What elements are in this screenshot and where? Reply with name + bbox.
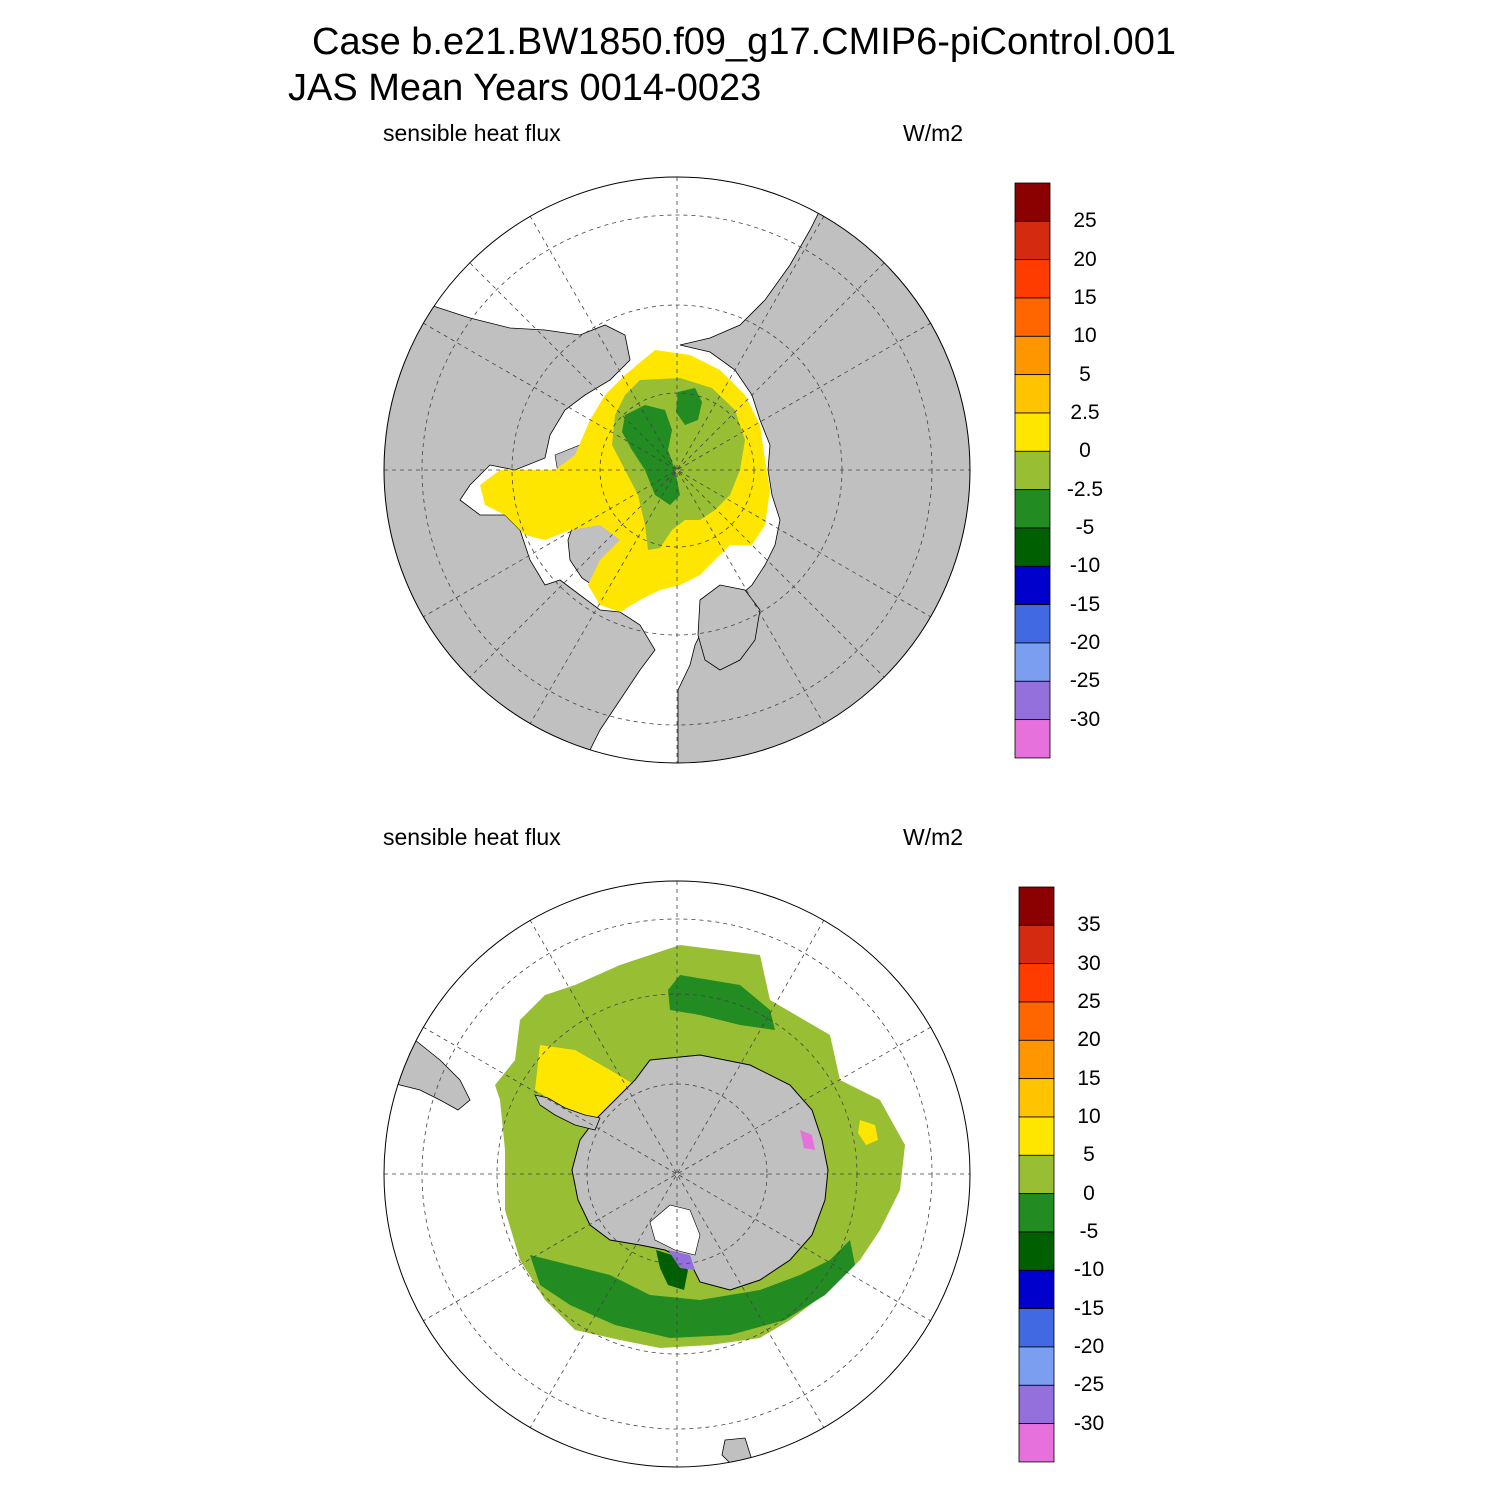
north-variable-label: sensible heat flux (383, 120, 561, 146)
north-graticule (384, 177, 970, 763)
north-colorbar-tick-label: -25 (1069, 669, 1101, 693)
south-polar-map (383, 880, 971, 1468)
south-colorbar-swatch-7 (1018, 1154, 1055, 1195)
north-colorbar-tick-label: -2.5 (1066, 477, 1104, 501)
south-colorbar-tick-label: -30 (1073, 1411, 1105, 1435)
south-colorbar-swatch-12 (1018, 1346, 1055, 1386)
south-coastal-flux-neg30 (800, 1130, 815, 1150)
north-colorbar-tick-label: 0 (1079, 439, 1091, 463)
south-landmass-antarctica (571, 1054, 829, 1291)
north-colorbar-tick-label: -5 (1075, 515, 1095, 539)
north-colorbar-swatch-13 (1014, 680, 1051, 721)
north-colorbar-swatch-2 (1014, 259, 1051, 299)
south-colorbar-swatch-0 (1018, 886, 1055, 926)
north-colorbar-swatch-14 (1014, 719, 1051, 759)
south-colorbar-tick-label: 30 (1077, 951, 1101, 975)
north-colorbar-tick-label: 20 (1073, 247, 1097, 271)
south-colorbar-swatch-9 (1018, 1231, 1055, 1271)
north-colorbar-swatch-4 (1014, 335, 1051, 376)
south-flux-band-5-to-10 (535, 1045, 635, 1120)
north-colorbar-swatch-8 (1014, 489, 1051, 529)
south-units-label: W/m2 (903, 824, 964, 850)
north-colorbar-tick-label: -15 (1069, 592, 1101, 616)
north-colorbar-swatch-9 (1014, 527, 1051, 567)
north-flux-patch-neg5-to-neg2.5 (676, 388, 702, 425)
south-colorbar-swatch-3 (1018, 1001, 1055, 1041)
north-colorbar-swatch-10 (1014, 565, 1051, 606)
south-graticule (384, 881, 970, 1467)
south-flux-patch-neg5-to-0 (668, 975, 775, 1030)
south-flux-band-neg5-to-0 (530, 1240, 855, 1338)
north-colorbar-tick-label: 25 (1073, 209, 1097, 233)
north-colorbar-swatch-3 (1014, 297, 1051, 337)
north-colorbar-tick-label: 2.5 (1070, 400, 1100, 424)
south-colorbar-swatch-11 (1018, 1308, 1055, 1348)
north-colorbar-swatch-5 (1014, 374, 1051, 414)
north-colorbar-tick-label: 5 (1079, 362, 1091, 386)
north-colorbar-tick-label: 10 (1073, 324, 1097, 348)
south-colorbar-tick-label: 20 (1077, 1028, 1101, 1052)
south-colorbar-tick-label: -5 (1079, 1219, 1099, 1243)
north-colorbar-tick-label: -30 (1069, 707, 1101, 731)
south-colorbar-tick-label: -25 (1073, 1373, 1105, 1397)
south-variable-label: sensible heat flux (383, 824, 561, 850)
south-colorbar-swatch-4 (1018, 1039, 1055, 1080)
south-colorbar-swatch-13 (1018, 1384, 1055, 1425)
south-coastal-flux-neg10 (656, 1250, 688, 1290)
north-colorbar-swatch-12 (1014, 642, 1051, 682)
south-coastal-flux-neg25 (668, 1250, 695, 1270)
north-colorbar-swatch-7 (1014, 450, 1051, 491)
south-colorbar-swatch-2 (1018, 963, 1055, 1003)
north-colorbar-tick-label: 15 (1073, 285, 1097, 309)
south-colorbar-tick-label: 35 (1077, 913, 1101, 937)
south-colorbar-swatch-8 (1018, 1193, 1055, 1233)
south-colorbar-swatch-5 (1018, 1078, 1055, 1118)
south-map-content (384, 945, 905, 1467)
south-colorbar-swatch-6 (1018, 1116, 1055, 1156)
south-colorbar-tick-label: -10 (1073, 1258, 1105, 1282)
south-colorbar (1018, 886, 1055, 1463)
north-colorbar-tick-label: -20 (1069, 630, 1101, 654)
south-colorbar-swatch-1 (1018, 924, 1055, 965)
north-map-border (383, 176, 971, 764)
south-colorbar-tick-label: -20 (1073, 1334, 1105, 1358)
south-flux-patch-5-to-10 (858, 1120, 878, 1145)
figure-title-case: Case b.e21.BW1850.f09_g17.CMIP6-piContro… (312, 21, 1176, 63)
south-ross-ice-shelf (649, 1204, 701, 1256)
south-colorbar-swatch-10 (1018, 1269, 1055, 1310)
north-units-label: W/m2 (903, 120, 964, 146)
north-colorbar-swatch-1 (1014, 220, 1051, 261)
south-colorbar-tick-label: -15 (1073, 1296, 1105, 1320)
south-antarctic-peninsula (534, 1094, 601, 1131)
north-colorbar-tick-label: -10 (1069, 554, 1101, 578)
south-colorbar-tick-label: 25 (1077, 989, 1101, 1013)
north-colorbar-swatch-6 (1014, 412, 1051, 452)
south-colorbar-tick-label: 10 (1077, 1104, 1101, 1128)
north-landmass-scandinavia (697, 584, 761, 671)
north-colorbar-swatch-0 (1014, 182, 1051, 222)
south-colorbar-tick-label: 0 (1083, 1181, 1095, 1205)
north-colorbar (1014, 182, 1051, 759)
south-colorbar-tick-label: 15 (1077, 1066, 1101, 1090)
north-colorbar-swatch-11 (1014, 604, 1051, 644)
figure-title-period: JAS Mean Years 0014-0023 (288, 67, 762, 109)
north-polar-map (383, 176, 971, 764)
south-colorbar-tick-label: 5 (1083, 1143, 1095, 1167)
south-colorbar-swatch-14 (1018, 1423, 1055, 1463)
south-map-border (383, 880, 971, 1468)
